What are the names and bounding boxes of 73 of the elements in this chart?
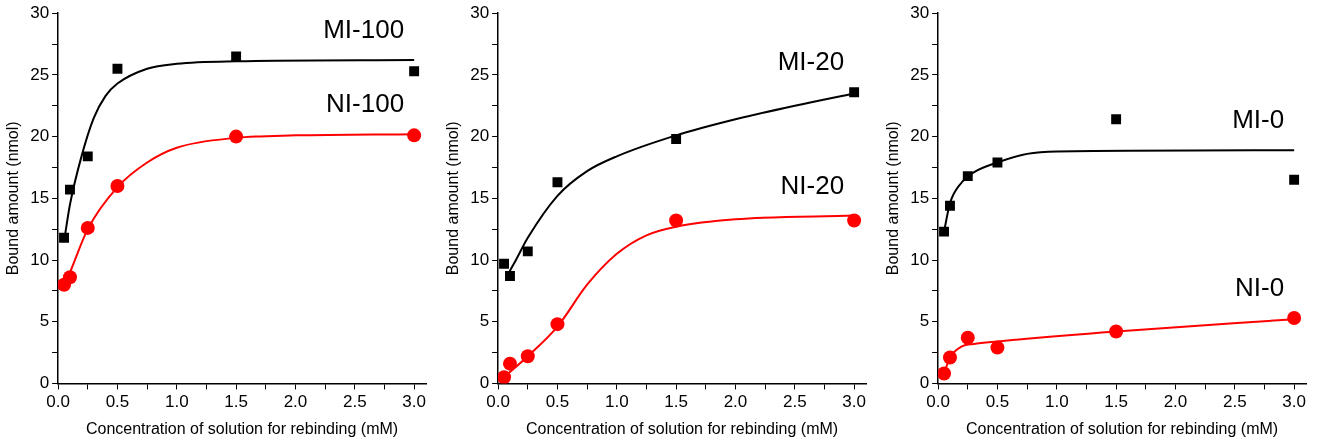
y-tick-label: 5 [39, 311, 50, 331]
y-tick-label: 30 [30, 2, 50, 22]
y-tick-label: 15 [30, 187, 50, 207]
x-tick-label: 2.0 [283, 392, 308, 412]
point [1287, 311, 1302, 325]
x-tick-label: 2.0 [723, 392, 748, 412]
y-axis-title: Bound amount (nmol) [4, 121, 22, 276]
x-axis-title: Concentration of solution for rebinding (mM) [965, 419, 1279, 437]
y-tick-label: 15 [470, 187, 490, 207]
point [1111, 114, 1122, 125]
point [960, 330, 975, 345]
x-tick-label: 0.5 [105, 392, 130, 412]
x-axis-title: Concentration of solution for rebinding (mM) [85, 419, 399, 437]
x-tick-label: 2.5 [782, 392, 807, 412]
y-axis-title: Bound amount (nmol) [444, 121, 462, 276]
x-tick-label: 1.0 [1044, 392, 1069, 412]
x-tick-label: 0.5 [985, 392, 1010, 412]
point [847, 213, 862, 228]
y-tick-label: 0 [39, 373, 50, 393]
point [1289, 174, 1300, 185]
y-tick-label: 0 [479, 373, 490, 393]
y-tick-label: 5 [479, 311, 490, 331]
y-tick-label: 10 [470, 249, 490, 269]
x-axis-title: Concentration of solution for rebinding (mM) [525, 419, 839, 437]
point [990, 340, 1005, 355]
x-tick-label: 0.0 [486, 392, 510, 412]
series-label: MI-0 [1232, 104, 1285, 135]
series-label: MI-20 [777, 46, 845, 77]
y-tick-label: 30 [910, 2, 930, 22]
x-tick-label: 2.0 [1163, 392, 1188, 412]
x-tick-label: 1.5 [664, 392, 688, 412]
y-tick-label: 30 [470, 2, 490, 22]
point [552, 177, 563, 188]
x-tick-label: 0.0 [926, 392, 950, 412]
point [939, 226, 949, 237]
point [231, 51, 242, 62]
point [112, 63, 123, 74]
y-axis-title: Bound amount (nmol) [884, 121, 902, 276]
x-tick-label: 0.0 [46, 392, 70, 412]
y-tick-label: 10 [910, 249, 930, 269]
point [502, 356, 517, 371]
x-tick-label: 2.5 [1222, 392, 1247, 412]
y-tick-label: 25 [910, 64, 930, 84]
x-tick-label: 1.5 [224, 392, 248, 412]
series-label: MI-100 [323, 14, 405, 45]
y-tick-label: 15 [910, 187, 930, 207]
point [409, 66, 420, 77]
y-tick-label: 0 [919, 373, 930, 393]
point [505, 271, 515, 281]
series-label: NI-0 [1235, 272, 1285, 303]
y-tick-label: 25 [470, 64, 490, 84]
point [499, 258, 509, 269]
x-tick-label: 3.0 [1282, 392, 1306, 412]
y-tick-label: 20 [910, 126, 930, 146]
point [82, 151, 93, 162]
x-tick-label: 2.5 [342, 392, 367, 412]
y-tick-label: 25 [30, 64, 50, 84]
x-tick-label: 1.0 [164, 392, 189, 412]
y-tick-label: 20 [470, 126, 490, 146]
y-tick-label: 5 [919, 311, 930, 331]
point [849, 87, 860, 98]
point [669, 213, 684, 228]
series-label: NI-100 [326, 88, 405, 119]
point [522, 246, 533, 257]
point [407, 128, 422, 143]
x-tick-label: 0.5 [545, 392, 570, 412]
x-tick-label: 1.0 [604, 392, 629, 412]
series-label: NI-20 [780, 169, 845, 200]
x-tick-label: 3.0 [402, 392, 426, 412]
y-tick-label: 20 [30, 126, 50, 146]
y-tick-label: 10 [30, 249, 50, 269]
x-tick-label: 1.5 [1104, 392, 1128, 412]
x-tick-label: 3.0 [842, 392, 866, 412]
